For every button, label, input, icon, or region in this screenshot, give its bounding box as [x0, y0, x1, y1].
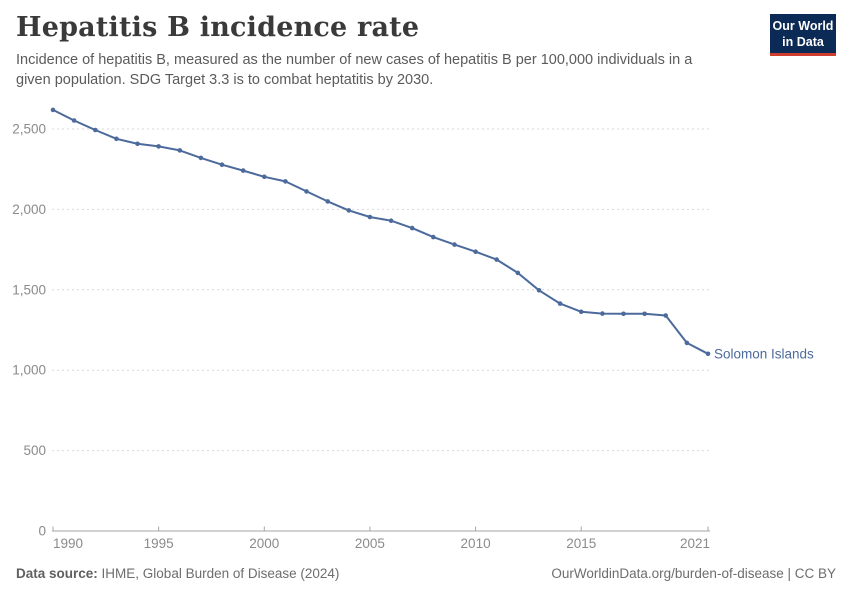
x-axis-label: 2015: [566, 536, 596, 551]
y-axis-label: 2,500: [12, 122, 46, 137]
chart-subtitle: Incidence of hepatitis B, measured as th…: [16, 52, 693, 88]
data-source-label: Data source:: [16, 566, 98, 581]
data-point[interactable]: [262, 174, 267, 180]
data-point[interactable]: [515, 270, 521, 276]
data-point[interactable]: [219, 162, 225, 167]
data-point[interactable]: [536, 288, 542, 293]
data-point[interactable]: [135, 141, 140, 147]
y-axis-label: 1,500: [12, 282, 46, 297]
data-point[interactable]: [578, 309, 584, 315]
data-point[interactable]: [114, 136, 119, 142]
owid-logo[interactable]: Our World in Data: [770, 14, 836, 56]
x-axis-label: 2021: [680, 536, 710, 551]
data-point[interactable]: [156, 144, 161, 149]
y-axis-label: 2,000: [12, 202, 46, 217]
chart-footer: Data source: IHME, Global Burden of Dise…: [16, 566, 836, 581]
data-point[interactable]: [325, 199, 331, 204]
y-axis-label: 500: [23, 443, 46, 458]
x-axis-label: 2005: [355, 536, 385, 551]
data-line[interactable]: [52, 108, 709, 355]
data-point[interactable]: [557, 301, 563, 306]
data-point[interactable]: [452, 242, 457, 247]
data-point[interactable]: [494, 257, 500, 262]
page-title: Hepatitis B incidence rate: [16, 12, 420, 43]
data-point[interactable]: [642, 311, 647, 317]
data-point[interactable]: [684, 340, 690, 346]
owid-logo-line1: Our World: [772, 19, 834, 33]
data-point[interactable]: [283, 179, 288, 184]
credit-line[interactable]: OurWorldinData.org/burden-of-disease | C…: [551, 566, 836, 581]
data-point[interactable]: [367, 214, 373, 220]
data-point[interactable]: [663, 313, 668, 318]
data-point[interactable]: [50, 107, 56, 113]
x-axis-label: 2000: [249, 536, 279, 551]
data-point[interactable]: [304, 189, 309, 194]
series-label[interactable]: Solomon Islands: [714, 346, 814, 361]
data-point[interactable]: [240, 168, 246, 173]
data-point[interactable]: [177, 148, 183, 153]
data-point[interactable]: [346, 208, 352, 213]
data-point[interactable]: [621, 311, 626, 317]
data-point[interactable]: [198, 155, 204, 161]
data-point[interactable]: [93, 127, 98, 133]
x-axis-label: 2010: [461, 536, 491, 551]
x-axis-label: 1990: [53, 536, 83, 551]
y-axis-label: 1,000: [12, 363, 46, 378]
data-source: Data source: IHME, Global Burden of Dise…: [16, 566, 339, 581]
owid-logo-line2: in Data: [782, 35, 824, 49]
y-axis-label: 0: [38, 524, 46, 539]
data-point[interactable]: [600, 311, 605, 316]
data-point[interactable]: [409, 225, 415, 231]
x-axis-label: 1995: [144, 536, 174, 551]
data-point[interactable]: [71, 118, 77, 123]
data-point[interactable]: [388, 218, 394, 223]
data-point[interactable]: [705, 351, 711, 357]
data-source-text: IHME, Global Burden of Disease (2024): [101, 566, 340, 581]
data-point[interactable]: [473, 249, 478, 254]
data-point[interactable]: [431, 234, 436, 240]
